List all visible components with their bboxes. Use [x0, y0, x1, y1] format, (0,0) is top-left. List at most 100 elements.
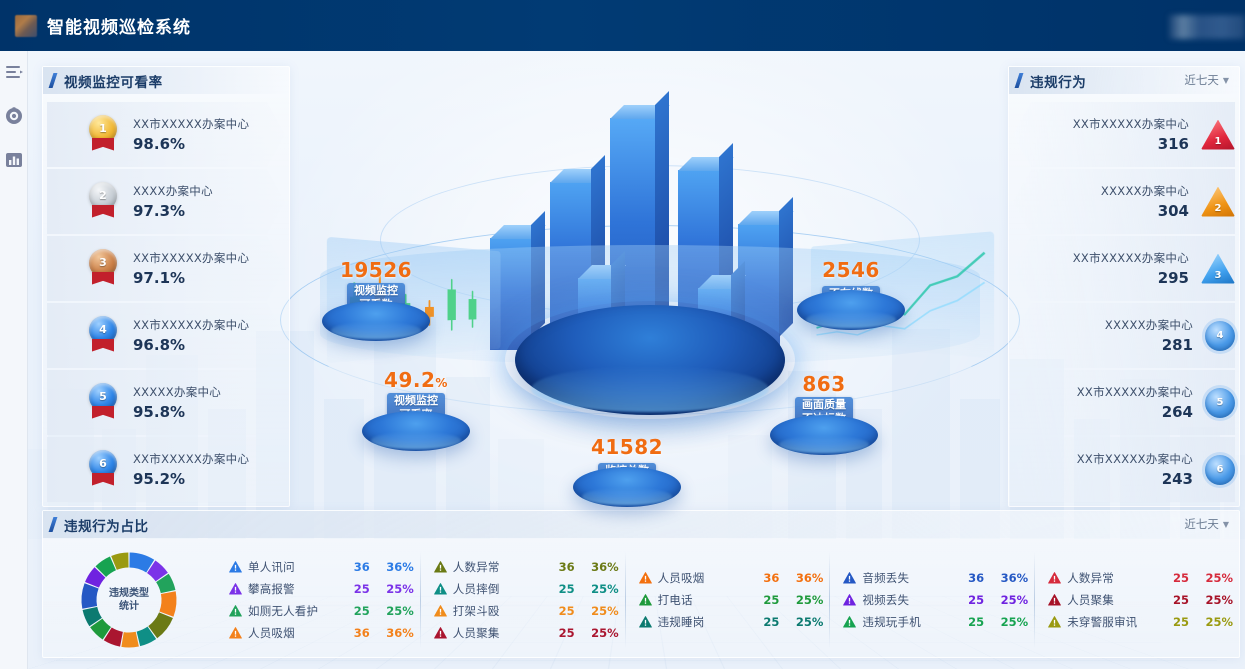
list-item[interactable]: 人员聚集 25 25% — [1048, 592, 1233, 608]
list-item[interactable]: 单人讯问 36 36% — [229, 559, 414, 575]
donut-segment[interactable] — [159, 590, 177, 617]
bar-chart-icon[interactable] — [5, 151, 23, 169]
date-range-dropdown[interactable]: 近七天 ▼ — [1184, 72, 1229, 88]
center-name: XX市XXXXX办案中心 — [133, 452, 250, 466]
violation-percent: 25% — [591, 581, 619, 596]
violation-name: 音频丢失 — [862, 570, 910, 585]
table-row[interactable]: 4 XX市XXXXX办案中心 96.8% — [47, 303, 285, 368]
table-row[interactable]: 6 XX市XXXXX办案中心 95.2% — [47, 437, 285, 502]
bubble-value: 2546 — [822, 258, 880, 282]
list-item[interactable]: 打电话 25 25% — [638, 592, 824, 608]
list-item[interactable]: 违规玩手机 25 25% — [843, 614, 1028, 630]
donut-segment[interactable] — [85, 566, 106, 588]
violation-count: 304 — [1157, 202, 1189, 220]
list-item[interactable]: 人员摔倒 25 25% — [433, 581, 619, 597]
chevron-down-icon: ▼ — [1222, 75, 1229, 85]
list-item[interactable]: 人数异常 36 36% — [433, 559, 619, 575]
donut-segment[interactable] — [136, 625, 157, 646]
donut-segment[interactable] — [129, 552, 155, 573]
panel-title: 违规行为 — [1030, 74, 1087, 91]
violation-count: 25 — [558, 625, 575, 640]
donut-segment[interactable] — [103, 626, 124, 647]
list-item[interactable]: 视频丢失 25 25% — [843, 592, 1028, 608]
rate-value: 98.6% — [133, 135, 186, 153]
violation-stat-column: 人员吸烟 36 36% 打电话 25 25% 违规睡岗 25 25% — [624, 546, 830, 654]
violation-name: 攀高报警 — [248, 581, 295, 596]
donut-label-line1: 违规类型 — [109, 587, 149, 599]
violation-name: 未穿警服审讯 — [1067, 614, 1138, 629]
table-row[interactable]: 1 XX市XXXXX办案中心 316 — [1013, 102, 1235, 167]
triangle-rank-icon: 3 — [1201, 253, 1235, 284]
table-row[interactable]: 3 XX市XXXXX办案中心 295 — [1013, 236, 1235, 301]
rate-value: 97.1% — [133, 269, 186, 287]
list-item[interactable]: 人数异常 25 25% — [1048, 570, 1233, 586]
violation-percent: 25% — [1000, 614, 1029, 629]
violation-percent: 36% — [386, 625, 414, 640]
warning-triangle-icon — [843, 593, 857, 606]
donut-segment[interactable] — [121, 631, 139, 647]
violation-percent: 25% — [795, 592, 824, 607]
header-right-area[interactable] — [1150, 0, 1245, 51]
panel-header: 违规行为占比 近七天 ▼ — [43, 511, 1239, 538]
violation-count: 316 — [1157, 135, 1189, 153]
rank-number: 1 — [1201, 119, 1235, 150]
list-item[interactable]: 音频丢失 36 36% — [843, 570, 1028, 586]
central-3d-visual: 19526 视频监控 可看数 2546 不在线数 49.2% 视频监控 可看率 … — [280, 55, 1020, 510]
violation-percent: 25% — [591, 603, 619, 618]
table-row[interactable]: 2 XXXX办案中心 97.3% — [47, 169, 285, 234]
table-row[interactable]: 2 XXXXX办案中心 304 — [1013, 169, 1235, 234]
warning-triangle-icon — [229, 604, 242, 617]
donut-segment[interactable] — [82, 606, 103, 626]
donut-segment[interactable] — [95, 555, 117, 577]
violation-stat-column: 音频丢失 36 36% 视频丢失 25 25% 违规玩手机 25 25% — [829, 546, 1034, 654]
bubble-video-viewable-rate: 49.2% 视频监控 可看率 — [362, 368, 470, 451]
table-row[interactable]: 5 XX市XXXXX办案中心 264 — [1013, 370, 1235, 435]
table-row[interactable]: 5 XXXXX办案中心 95.8% — [47, 370, 285, 435]
violation-name: 人数异常 — [1067, 570, 1114, 585]
medal-icon: 1 — [85, 113, 121, 157]
violation-stat-column: 单人讯问 36 36% 攀高报警 25 25% 如厕无人看护 25 25% 人员吸烟 36 36% — [215, 546, 420, 654]
donut-segment[interactable] — [146, 559, 168, 582]
violation-count: 25 — [558, 581, 575, 596]
warning-triangle-icon — [843, 615, 857, 628]
violation-count: 243 — [1161, 470, 1193, 488]
donut-segment[interactable] — [155, 573, 176, 593]
list-item[interactable]: 人员吸烟 36 36% — [638, 570, 823, 586]
violation-count: 25 — [968, 592, 985, 607]
panel-title: 视频监控可看率 — [64, 74, 163, 91]
panel-header: 视频监控可看率 — [43, 67, 289, 94]
donut-segment[interactable] — [111, 552, 129, 570]
hamburger-menu-icon[interactable] — [5, 63, 23, 81]
list-item[interactable]: 如厕无人看护 25 25% — [229, 603, 414, 619]
warning-triangle-icon — [229, 582, 242, 595]
warning-triangle-icon — [638, 571, 652, 584]
table-row[interactable]: 1 XX市XXXXX办案中心 98.6% — [47, 102, 285, 167]
donut-segment[interactable] — [147, 611, 173, 638]
warning-triangle-icon — [1048, 593, 1062, 606]
center-name: XX市XXXXX办案中心 — [133, 117, 250, 131]
violation-type-donut-chart: 违规类型 统计 — [43, 549, 215, 651]
list-item[interactable]: 打架斗殴 25 25% — [433, 603, 619, 619]
circle-rank-icon: 5 — [1205, 387, 1235, 418]
camera-icon[interactable] — [5, 107, 23, 125]
list-item[interactable]: 人员吸烟 36 36% — [229, 625, 414, 641]
table-row[interactable]: 4 XXXXX办案中心 281 — [1013, 303, 1235, 368]
list-item[interactable]: 人员聚集 25 25% — [433, 625, 619, 641]
user-account-blurred[interactable] — [1169, 15, 1245, 39]
table-row[interactable]: 3 XX市XXXXX办案中心 97.1% — [47, 236, 285, 301]
list-item[interactable]: 未穿警服审讯 25 25% — [1048, 614, 1233, 630]
list-item[interactable]: 违规睡岗 25 25% — [638, 614, 823, 630]
chevron-down-icon: ▼ — [1222, 519, 1229, 529]
violation-name: 单人讯问 — [248, 559, 295, 574]
medal-icon: 2 — [85, 180, 121, 224]
list-item[interactable]: 攀高报警 25 25% — [229, 581, 414, 597]
warning-triangle-icon — [433, 604, 447, 617]
violation-count: 25 — [763, 614, 780, 629]
bubble-offline-count: 2546 不在线数 — [797, 258, 905, 330]
date-range-dropdown[interactable]: 近七天 ▼ — [1184, 516, 1229, 532]
medal-icon: 6 — [85, 448, 121, 492]
table-row[interactable]: 6 XX市XXXXX办案中心 243 — [1013, 437, 1235, 502]
donut-segment[interactable] — [81, 582, 99, 609]
donut-segment[interactable] — [90, 617, 112, 640]
violation-count: 25 — [353, 581, 370, 596]
